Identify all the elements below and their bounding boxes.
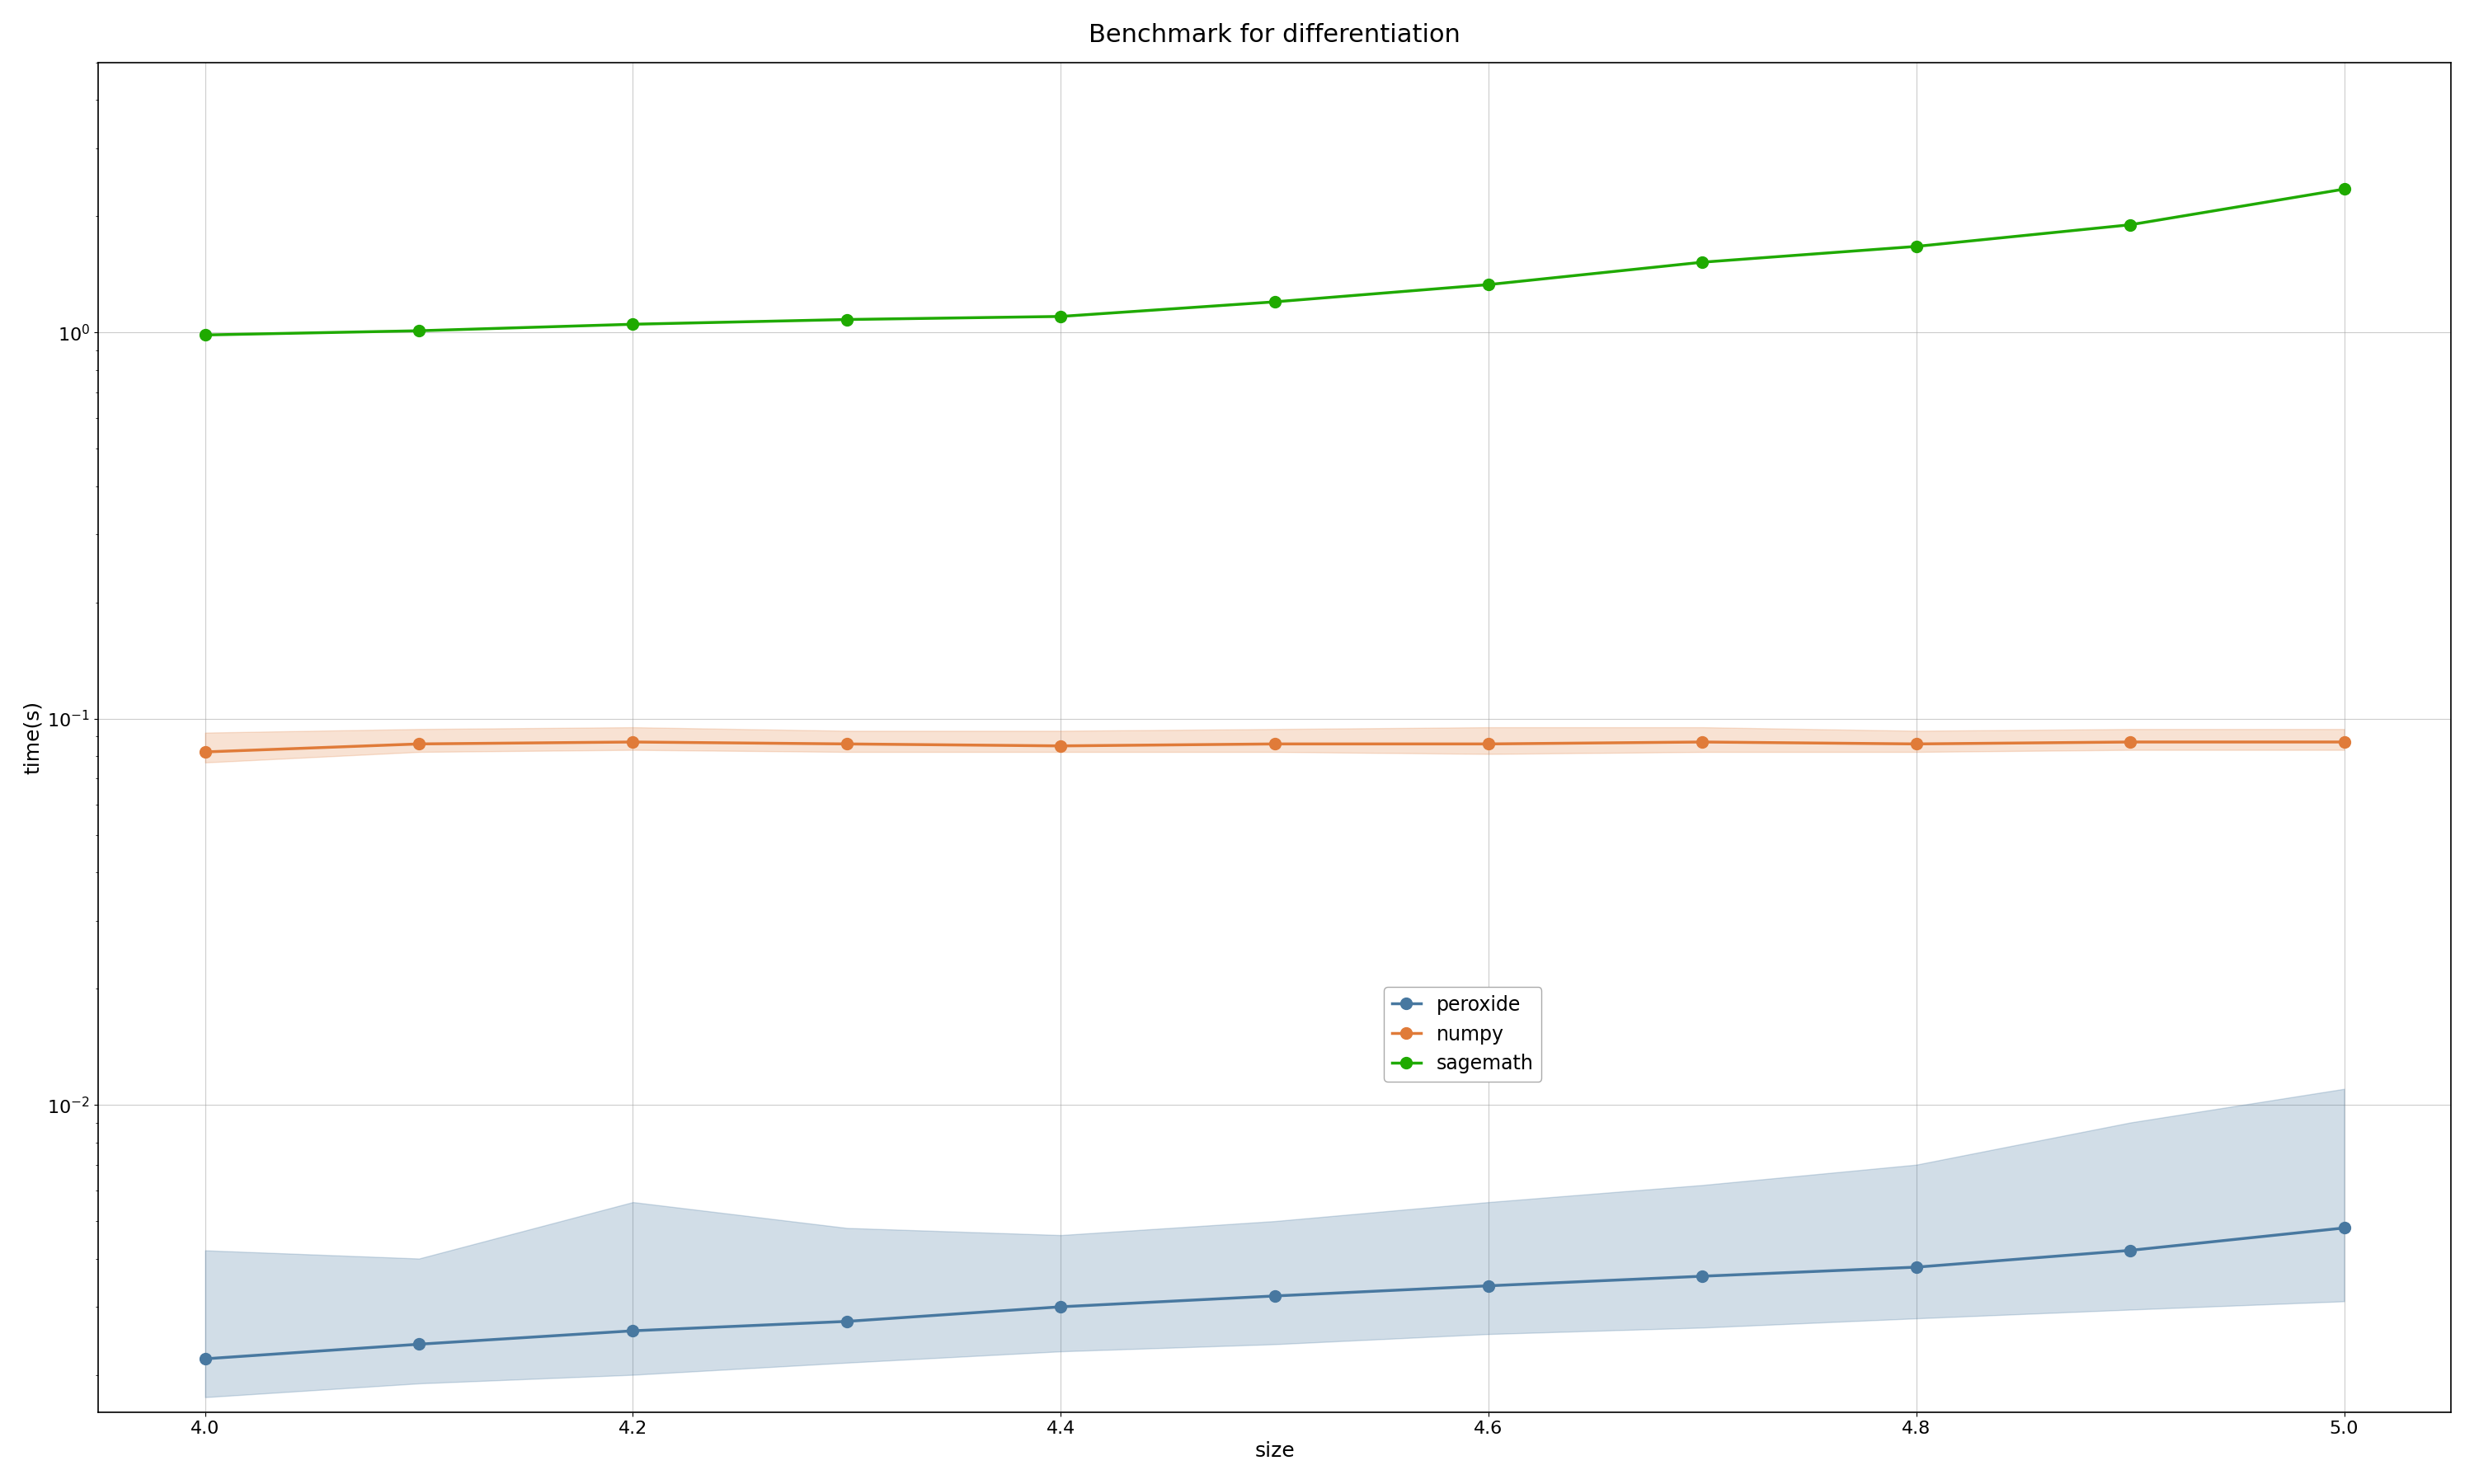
peroxide	[190, 1350, 220, 1368]
Legend: peroxide, numpy, sagemath: peroxide, numpy, sagemath	[1383, 987, 1541, 1082]
sagemath	[1047, 307, 1076, 325]
Line: peroxide: peroxide	[200, 1223, 2350, 1365]
numpy	[831, 735, 861, 752]
sagemath	[831, 310, 861, 328]
Y-axis label: time(s): time(s)	[22, 700, 42, 775]
peroxide	[1259, 1287, 1289, 1304]
numpy	[2115, 733, 2145, 751]
sagemath	[2331, 180, 2360, 197]
peroxide	[618, 1322, 648, 1340]
Line: sagemath: sagemath	[200, 184, 2350, 341]
sagemath	[1259, 292, 1289, 310]
peroxide	[1475, 1276, 1504, 1294]
sagemath	[190, 326, 220, 344]
sagemath	[618, 315, 648, 332]
numpy	[190, 743, 220, 761]
numpy	[1903, 735, 1932, 752]
numpy	[1687, 733, 1717, 751]
peroxide	[1047, 1298, 1076, 1316]
Line: numpy: numpy	[200, 736, 2350, 758]
numpy	[618, 733, 648, 751]
peroxide	[1687, 1267, 1717, 1285]
X-axis label: size: size	[1254, 1441, 1294, 1462]
sagemath	[1475, 276, 1504, 294]
peroxide	[403, 1336, 433, 1353]
sagemath	[403, 322, 433, 340]
peroxide	[2115, 1242, 2145, 1260]
peroxide	[2331, 1218, 2360, 1236]
Title: Benchmark for differentiation: Benchmark for differentiation	[1089, 22, 1460, 47]
sagemath	[1687, 254, 1717, 272]
sagemath	[2115, 215, 2145, 233]
numpy	[1475, 735, 1504, 752]
peroxide	[1903, 1258, 1932, 1276]
numpy	[2331, 733, 2360, 751]
sagemath	[1903, 237, 1932, 255]
peroxide	[831, 1312, 861, 1330]
numpy	[403, 735, 433, 752]
numpy	[1047, 738, 1076, 755]
numpy	[1259, 735, 1289, 752]
